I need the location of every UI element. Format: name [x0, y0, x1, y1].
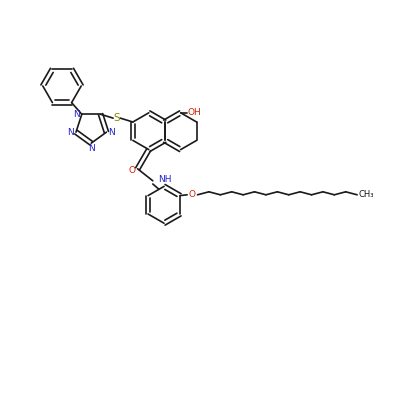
Text: OH: OH	[188, 108, 201, 117]
Text: N: N	[88, 144, 94, 153]
Text: N: N	[73, 110, 80, 119]
Text: CH₃: CH₃	[359, 190, 374, 199]
Text: O: O	[128, 166, 136, 175]
Text: NH: NH	[158, 175, 172, 184]
Text: O: O	[189, 190, 196, 199]
Text: N: N	[108, 128, 115, 137]
Text: S: S	[114, 113, 120, 123]
Text: N: N	[68, 128, 74, 137]
